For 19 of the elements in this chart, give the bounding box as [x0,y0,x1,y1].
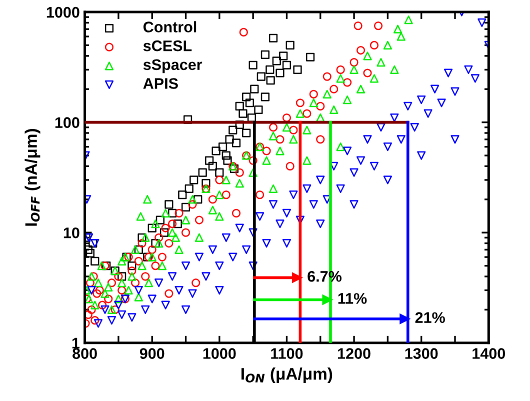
annotation: 11% [338,293,367,304]
y-tick-label: 1000 [46,6,80,18]
y-tick-label: 10 [64,227,80,238]
x-tick-label: 1300 [405,348,438,359]
x-tick-label: 800 [72,348,97,359]
y-tick-label: 1 [72,338,80,348]
legend-label: sSpacer [143,59,202,74]
y-axis-title: I$_{OFF}$ (nA/μm) [24,128,40,226]
legend-label: sCESL [143,40,192,52]
x-tick-label: 1100 [271,348,303,359]
legend-label: Control [143,21,196,32]
x-tick-label: 900 [140,348,164,359]
y-tick-label: 100 [55,117,80,128]
x-axis-title: I$_{ON}$ (μA/μm) [242,368,332,384]
x-tick-label: 1400 [472,348,506,359]
annotation: 21% [415,312,445,323]
legend-label: APIS [143,78,178,89]
x-tick-label: 1200 [338,348,370,359]
x-tick-label: 1000 [203,348,236,359]
